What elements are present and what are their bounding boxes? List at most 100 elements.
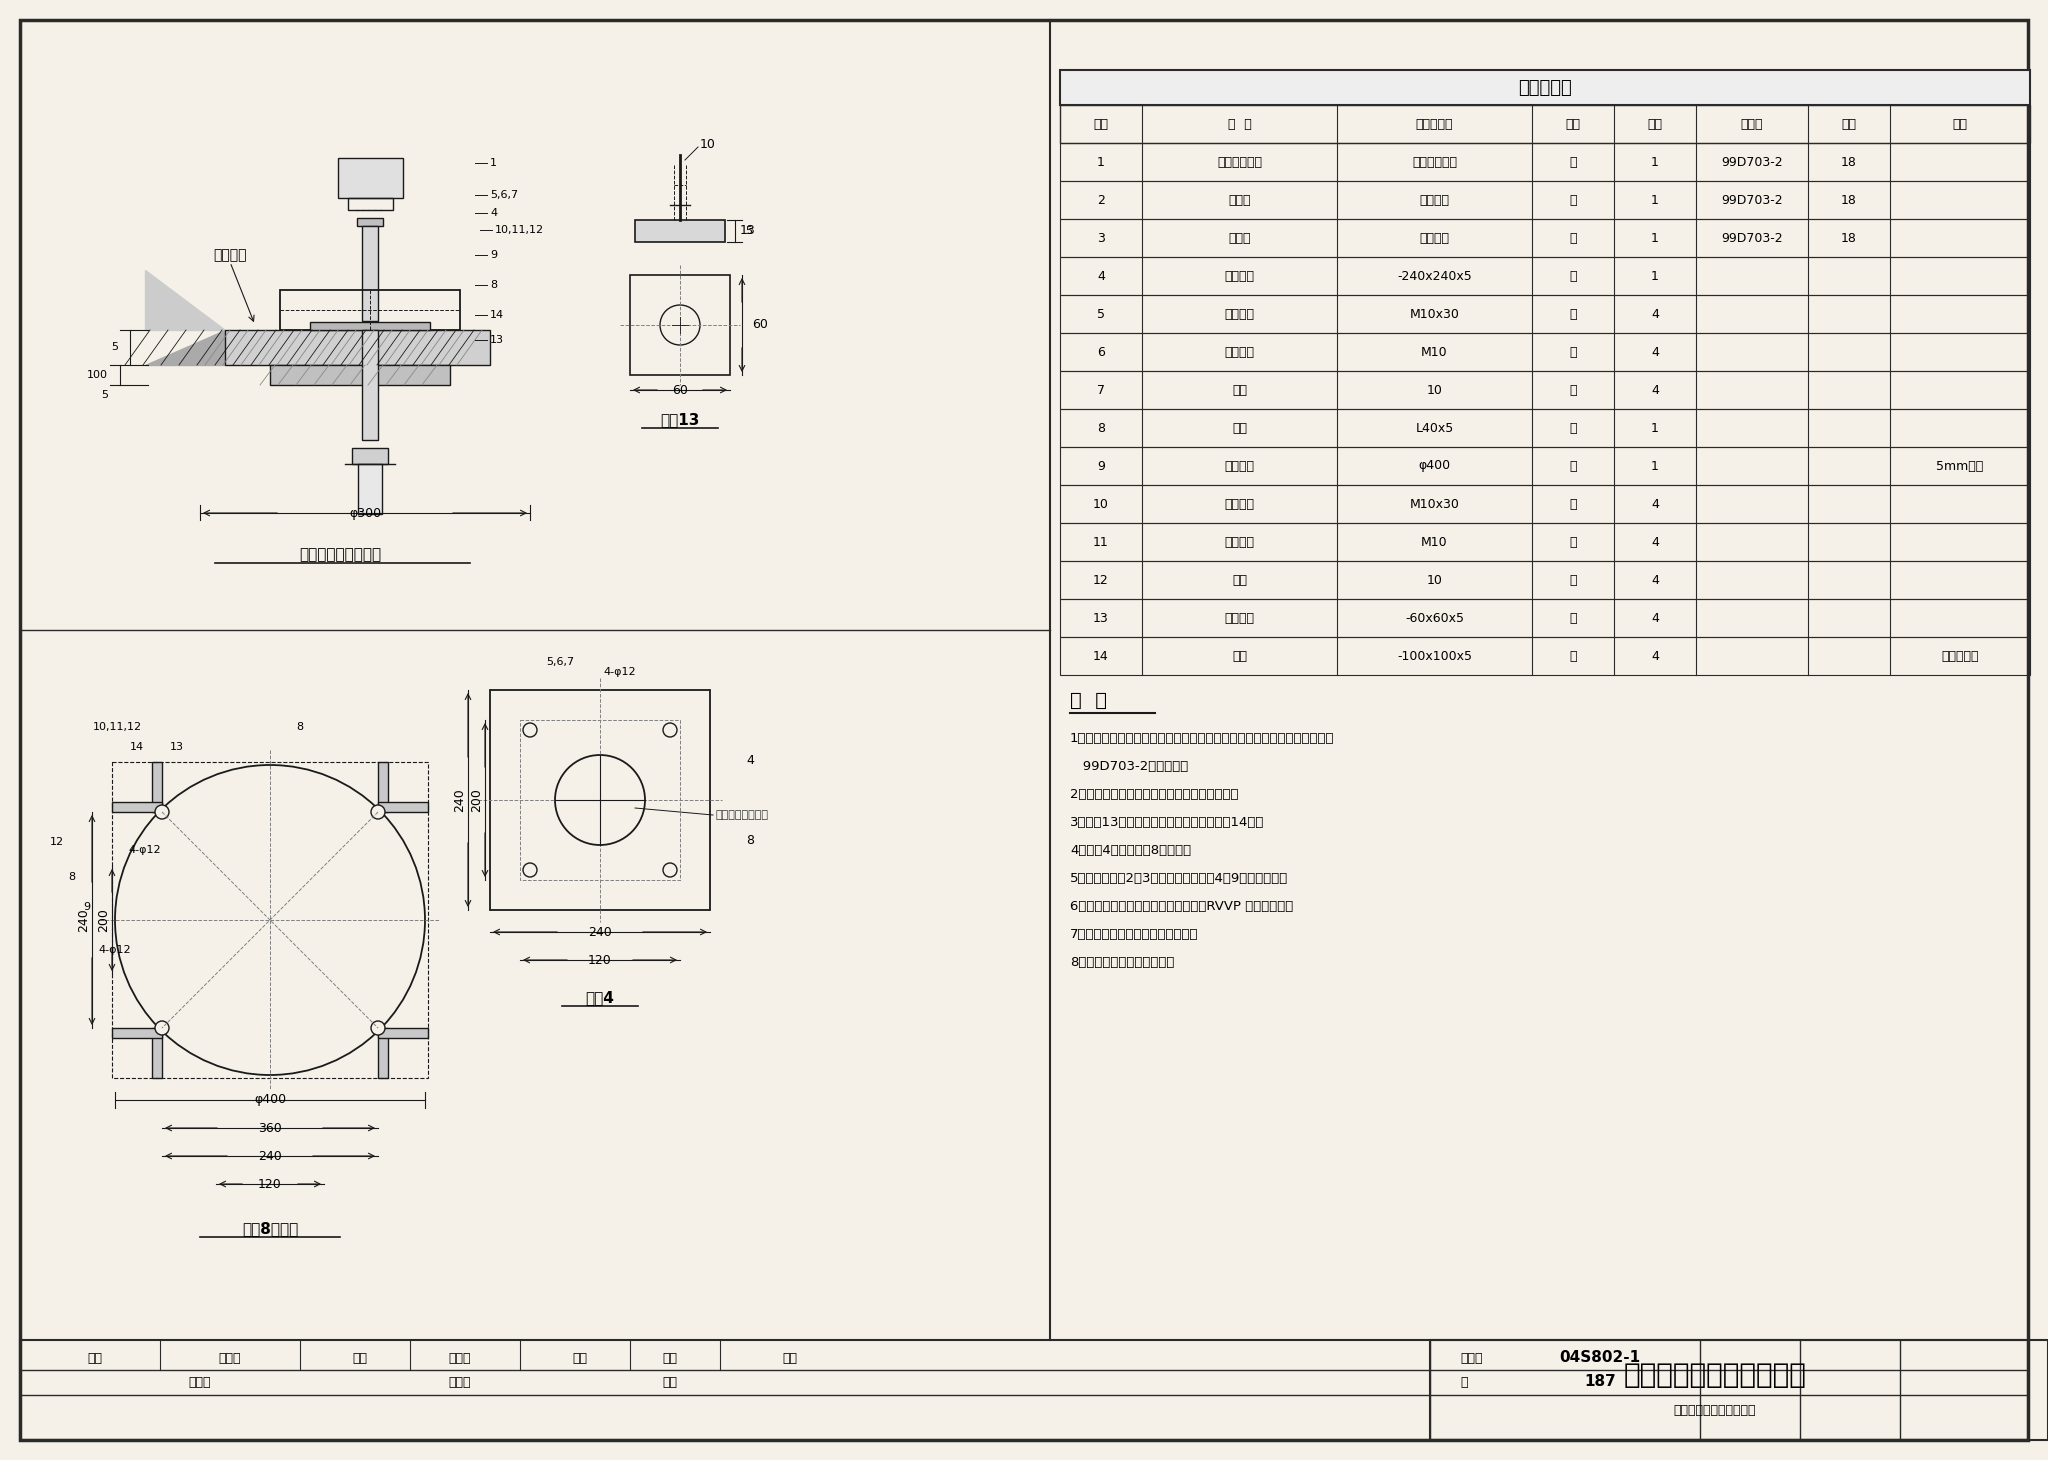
- Text: 页: 页: [1460, 1375, 1468, 1388]
- Bar: [1061, 333, 2030, 371]
- Polygon shape: [145, 270, 225, 330]
- Text: 18: 18: [1841, 156, 1858, 168]
- Bar: [1061, 561, 2030, 599]
- Text: 240: 240: [258, 1149, 283, 1162]
- Text: 双头螺栓: 双头螺栓: [1225, 498, 1255, 511]
- Bar: [379, 1028, 387, 1077]
- Text: -240x240x5: -240x240x5: [1397, 270, 1473, 282]
- Text: 10: 10: [1427, 384, 1442, 397]
- Bar: [1061, 523, 2030, 561]
- Text: M10: M10: [1421, 536, 1448, 549]
- Bar: [1061, 257, 2030, 295]
- Text: 200: 200: [471, 788, 483, 812]
- Bar: [631, 274, 729, 375]
- Text: 8: 8: [68, 872, 76, 882]
- Text: 4-φ12: 4-φ12: [129, 845, 162, 856]
- Text: 5,6,7: 5,6,7: [547, 657, 573, 667]
- Text: 王遵权: 王遵权: [449, 1352, 471, 1365]
- Text: 垫圈: 垫圈: [1233, 384, 1247, 397]
- Text: 2、浮筒式液位计，选择哪种型号由用户确定。: 2、浮筒式液位计，选择哪种型号由用户确定。: [1069, 787, 1239, 800]
- Text: 4: 4: [1651, 574, 1659, 587]
- Text: 块: 块: [1569, 650, 1577, 663]
- Text: 60: 60: [672, 384, 688, 397]
- Text: 4: 4: [1651, 612, 1659, 625]
- Text: 套: 套: [1569, 156, 1577, 168]
- Bar: [356, 218, 383, 226]
- Text: 4: 4: [489, 207, 498, 218]
- Bar: [379, 1028, 428, 1038]
- Text: 零件13: 零件13: [659, 413, 700, 428]
- Text: 设计: 设计: [573, 1352, 588, 1365]
- Text: 浮筒式液位计支架安装图: 浮筒式液位计支架安装图: [1624, 1361, 1806, 1388]
- Text: 人井平台: 人井平台: [213, 248, 246, 261]
- Text: 页次: 页次: [1841, 117, 1855, 130]
- Text: 9: 9: [489, 250, 498, 260]
- Text: 1: 1: [1651, 232, 1659, 244]
- Bar: [1061, 181, 2030, 219]
- Circle shape: [371, 1021, 385, 1035]
- Bar: [1061, 143, 2030, 181]
- Text: 套: 套: [1569, 194, 1577, 206]
- Text: 1: 1: [1651, 460, 1659, 473]
- Text: 13: 13: [1094, 612, 1108, 625]
- Text: 99D703-2配合使用。: 99D703-2配合使用。: [1069, 759, 1188, 772]
- Text: 配件4: 配件4: [586, 990, 614, 1006]
- Text: 04S802-1: 04S802-1: [1559, 1350, 1640, 1365]
- Text: 个: 个: [1569, 308, 1577, 321]
- Text: 6、从控制地点到液位计信号线，采用RVVP 型屏蔽电缆。: 6、从控制地点到液位计信号线，采用RVVP 型屏蔽电缆。: [1069, 899, 1292, 912]
- Text: 4: 4: [1651, 384, 1659, 397]
- Bar: [1061, 219, 2030, 257]
- Text: φ400: φ400: [254, 1094, 287, 1107]
- Text: 60: 60: [752, 318, 768, 331]
- Circle shape: [522, 863, 537, 877]
- Bar: [1061, 485, 2030, 523]
- Text: 设备材料表: 设备材料表: [1518, 79, 1573, 96]
- Text: 5: 5: [111, 342, 119, 352]
- Text: 14: 14: [129, 742, 143, 752]
- Text: 9: 9: [84, 902, 90, 912]
- Text: M10x30: M10x30: [1409, 308, 1460, 321]
- Polygon shape: [145, 330, 225, 365]
- Text: 安装配件: 安装配件: [1225, 612, 1255, 625]
- Text: 3、序号13安装配件现场焊接在土建预埋件14上。: 3、序号13安装配件现场焊接在土建预埋件14上。: [1069, 816, 1264, 828]
- Text: 13: 13: [739, 225, 756, 238]
- Bar: [1061, 409, 2030, 447]
- Text: 埋件: 埋件: [1233, 650, 1247, 663]
- Text: 9: 9: [1098, 460, 1106, 473]
- Text: 4: 4: [1651, 536, 1659, 549]
- Text: 标准图: 标准图: [1741, 117, 1763, 130]
- Text: 六角螺母: 六角螺母: [1225, 346, 1255, 359]
- Text: 4: 4: [1651, 308, 1659, 321]
- Text: -60x60x5: -60x60x5: [1405, 612, 1464, 625]
- Text: 4: 4: [1651, 346, 1659, 359]
- Text: 10: 10: [700, 139, 717, 152]
- Text: 个: 个: [1569, 536, 1577, 549]
- Text: 1: 1: [1098, 156, 1106, 168]
- Text: 2: 2: [1098, 194, 1106, 206]
- Text: 个: 个: [1569, 384, 1577, 397]
- Text: 10,11,12: 10,11,12: [92, 723, 141, 731]
- Text: 100: 100: [86, 369, 109, 380]
- Text: 1: 1: [1651, 422, 1659, 435]
- Bar: [379, 802, 428, 812]
- Text: 六角螺母: 六角螺母: [1225, 536, 1255, 549]
- Bar: [113, 762, 428, 1077]
- Text: 7: 7: [1098, 384, 1106, 397]
- Text: M10: M10: [1421, 346, 1448, 359]
- Text: 套: 套: [1569, 422, 1577, 435]
- Text: 7、必须保证液位计安装的垂直度。: 7、必须保证液位计安装的垂直度。: [1069, 927, 1198, 940]
- Bar: [362, 226, 379, 321]
- Text: 件: 件: [1569, 612, 1577, 625]
- Text: 10,11,12: 10,11,12: [496, 225, 545, 235]
- Circle shape: [371, 804, 385, 819]
- Text: 校对: 校对: [352, 1352, 367, 1365]
- Text: 名  称: 名 称: [1227, 117, 1251, 130]
- Text: 个: 个: [1569, 346, 1577, 359]
- Circle shape: [156, 1021, 170, 1035]
- Bar: [352, 448, 387, 464]
- Text: 14: 14: [1094, 650, 1108, 663]
- Text: 附注: 附注: [1952, 117, 1968, 130]
- Text: 王遵权: 王遵权: [449, 1375, 471, 1388]
- Text: L40x5: L40x5: [1415, 422, 1454, 435]
- Text: 4: 4: [745, 753, 754, 766]
